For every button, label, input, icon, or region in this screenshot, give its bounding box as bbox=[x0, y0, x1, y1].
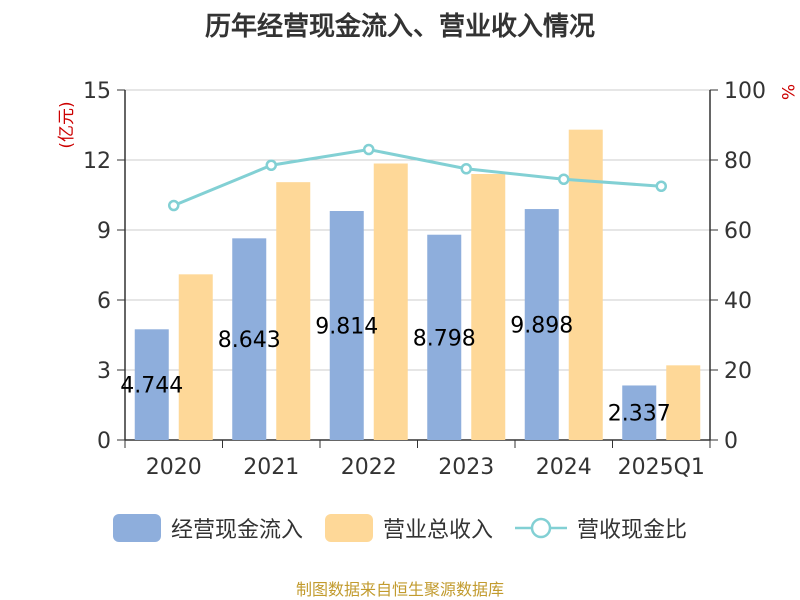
chart-legend: 经营现金流入 营业总收入 营收现金比 bbox=[0, 512, 800, 544]
y2-tick-label: 40 bbox=[724, 289, 752, 314]
y2-tick-label: 100 bbox=[724, 79, 766, 104]
bar-cash bbox=[232, 238, 267, 440]
bar-revenue bbox=[178, 274, 213, 440]
x-tick-label: 2025Q1 bbox=[618, 455, 705, 480]
y2-axis-title: % bbox=[777, 84, 797, 100]
y2-tick-label: 80 bbox=[724, 149, 752, 174]
x-tick-label: 2023 bbox=[438, 455, 494, 480]
y-tick-label: 6 bbox=[97, 289, 111, 314]
bar-revenue bbox=[568, 129, 603, 440]
legend-item-ratio[interactable]: 营收现金比 bbox=[515, 512, 687, 544]
bar-data-label: 8.643 bbox=[218, 328, 281, 353]
bar-cash bbox=[622, 385, 657, 440]
legend-swatch-cash bbox=[112, 514, 161, 542]
bar-revenue bbox=[666, 365, 701, 440]
bar-data-label: 2.337 bbox=[608, 402, 671, 427]
y-tick-label: 9 bbox=[97, 219, 111, 244]
bar-data-label: 8.798 bbox=[413, 326, 476, 351]
legend-swatch-ratio bbox=[515, 517, 567, 539]
legend-label-cash: 经营现金流入 bbox=[170, 518, 303, 543]
ratio-point bbox=[265, 159, 277, 171]
chart-svg: 0 3 6 9 12 15 0 20 40 60 80 100 (亿元)% 2020 2021 2022 202… bbox=[57, 79, 797, 480]
bar-cash bbox=[524, 209, 559, 440]
y-tick-label: 15 bbox=[83, 79, 111, 104]
legend-label-ratio: 营收现金比 bbox=[577, 518, 688, 543]
y2-tick-label: 0 bbox=[724, 429, 738, 454]
bar-cash bbox=[329, 211, 364, 440]
bar-data-label: 9.814 bbox=[315, 315, 378, 340]
bar-revenue bbox=[373, 163, 408, 440]
y-axis-title: (亿元) bbox=[57, 101, 77, 148]
bar-cash bbox=[134, 329, 169, 440]
ratio-line bbox=[173, 147, 662, 207]
bar-data-label: 4.744 bbox=[120, 374, 183, 399]
bar-data-label: 9.898 bbox=[510, 314, 573, 339]
bar-revenue bbox=[471, 174, 506, 440]
x-tick-label: 2020 bbox=[146, 455, 202, 480]
ratio-point bbox=[460, 163, 472, 175]
ratio-point bbox=[363, 143, 375, 156]
source-note: 制图数据来自恒生聚源数据库 bbox=[295, 580, 504, 599]
legend-item-cash[interactable]: 经营现金流入 bbox=[112, 512, 303, 544]
ratio-point bbox=[558, 173, 570, 185]
bar-revenue bbox=[276, 182, 311, 440]
legend-swatch-revenue bbox=[324, 514, 373, 542]
bar-cash bbox=[427, 234, 462, 440]
ratio-point bbox=[168, 199, 180, 212]
y-tick-label: 12 bbox=[83, 149, 111, 174]
x-tick-label: 2024 bbox=[536, 455, 592, 480]
x-tick-label: 2022 bbox=[341, 455, 397, 480]
y-tick-label: 3 bbox=[97, 359, 111, 384]
ratio-point bbox=[655, 180, 667, 192]
chart-title: 历年经营现金流入、营业收入情况 bbox=[204, 12, 595, 42]
y2-tick-label: 20 bbox=[724, 359, 752, 384]
legend-label-revenue: 营业总收入 bbox=[382, 518, 493, 543]
y2-tick-label: 60 bbox=[724, 219, 752, 244]
legend-item-revenue[interactable]: 营业总收入 bbox=[324, 512, 493, 544]
x-tick-label: 2021 bbox=[243, 455, 299, 480]
y-tick-label: 0 bbox=[97, 429, 111, 454]
